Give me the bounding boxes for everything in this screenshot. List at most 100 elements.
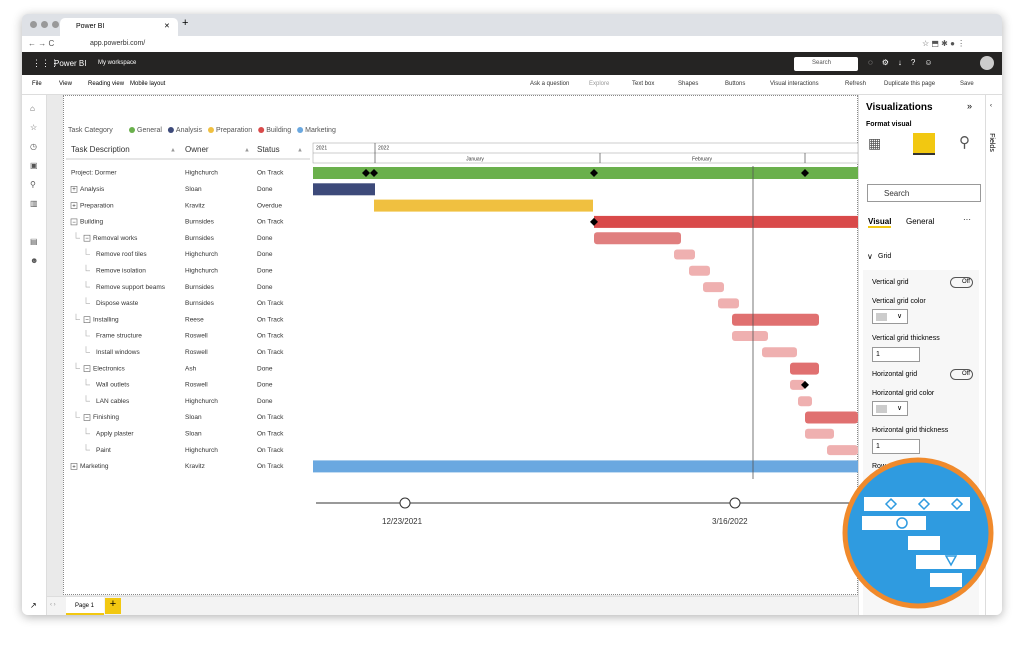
ribbon-item[interactable]: View [59, 81, 72, 87]
hgrid-color-picker[interactable]: ∨ [872, 401, 908, 416]
year-label: 2021 [316, 145, 327, 151]
expander[interactable] [70, 202, 78, 209]
status: Done [257, 251, 273, 258]
owner: Kravitz [185, 202, 205, 209]
ribbon-item[interactable]: Shapes [678, 81, 699, 87]
expand[interactable]: ↗ [30, 601, 37, 610]
legend-label: Preparation [216, 127, 252, 134]
more[interactable]: ··· [963, 215, 971, 224]
status: On Track [257, 170, 284, 177]
milestone [590, 217, 598, 226]
section-chevron[interactable]: ∨ [867, 252, 873, 261]
ribbon-item[interactable]: Explore [589, 81, 610, 87]
gantt-bar [805, 428, 834, 439]
left-nav: ⌂ ☆ ◷ ▣ ⚲ ▥ ▤ ☻ ↗ [22, 95, 47, 615]
task-description: Preparation [80, 202, 114, 209]
ribbon-item[interactable]: Refresh [845, 81, 867, 87]
task-description: Marketing [80, 463, 109, 470]
owner: Sloan [185, 186, 202, 193]
section-title[interactable]: Grid [878, 253, 892, 260]
hgrid-thick-input[interactable]: 1 [872, 439, 920, 454]
milestone [362, 169, 370, 177]
window-controls[interactable] [30, 21, 37, 28]
status: Overdue [257, 202, 282, 209]
slider-label: 3/16/2022 [712, 517, 748, 526]
sort-icon: ▲ [297, 148, 303, 154]
column-header: Status [257, 145, 280, 154]
expander[interactable] [70, 218, 78, 226]
analytics-icon[interactable]: ⚲ [959, 134, 970, 151]
workspace[interactable]: My workspace [98, 60, 137, 66]
fields-label[interactable]: Fields [987, 133, 995, 152]
add-page[interactable]: + [105, 598, 121, 614]
nav-icons[interactable]: ⌂ ☆ ◷ ▣ ⚲ ▥ ▤ ☻ [30, 104, 39, 265]
vgrid-toggle[interactable]: Off [950, 277, 973, 288]
tree-line [85, 281, 90, 288]
expander[interactable] [83, 365, 91, 372]
status: On Track [257, 300, 284, 307]
expander[interactable] [70, 463, 78, 470]
expander-sign: − [85, 415, 89, 421]
tree-line [75, 411, 80, 418]
tab-visual[interactable]: Visual [868, 217, 892, 228]
vgrid-color-picker[interactable]: ∨ [872, 309, 908, 324]
hgrid-toggle[interactable]: Off [950, 369, 973, 380]
page-scroll[interactable]: ‹ › [50, 602, 56, 608]
tab[interactable]: Power BI ✕ [60, 18, 178, 36]
gantt-bar [703, 282, 724, 293]
ribbon: File View Reading view Mobile layout Ask a q… [22, 75, 1002, 95]
app-launcher[interactable]: ⋮⋮⋮ [32, 58, 59, 68]
expander[interactable] [83, 414, 91, 421]
url[interactable]: app.powerbi.com/ [90, 40, 146, 47]
nav-buttons[interactable]: ← → C [28, 39, 55, 48]
tree-line [85, 427, 90, 435]
collapse[interactable]: » [967, 101, 973, 111]
slider-handle[interactable] [399, 497, 411, 509]
legend-label: Analysis [176, 127, 203, 134]
ribbon-item[interactable]: File [32, 81, 42, 87]
pane-search[interactable]: Search [867, 184, 981, 202]
page-tab[interactable]: Page 1 [66, 597, 104, 615]
owner: Highchurch [185, 170, 218, 177]
owner: Highchurch [185, 398, 218, 405]
tab-close[interactable]: ✕ [164, 23, 170, 30]
ribbon-item[interactable]: Ask a question [530, 81, 570, 87]
expander-sign: − [72, 220, 76, 226]
expander[interactable] [83, 316, 91, 324]
ribbon-item[interactable]: Reading view [88, 81, 125, 87]
owner: Burnsides [185, 219, 215, 226]
build-icon[interactable]: ▦ [868, 135, 882, 151]
slider-handle[interactable] [729, 497, 741, 509]
expander-sign: + [72, 203, 76, 209]
ribbon-item[interactable]: Buttons [725, 81, 746, 87]
search-box[interactable]: Search [794, 57, 858, 71]
status: On Track [257, 349, 284, 356]
ribbon-item[interactable]: Text box [632, 81, 655, 87]
hgrid-thick-value: 1 [876, 443, 880, 450]
expander[interactable] [83, 234, 91, 242]
fields-chevron[interactable]: ‹ [990, 103, 992, 109]
tree-line [85, 264, 90, 272]
new-tab[interactable]: + [182, 17, 189, 29]
ribbon-item[interactable]: Save [960, 81, 974, 87]
gantt-bar [313, 183, 375, 196]
app-icons[interactable]: ◌⚙↓?☺ [868, 58, 942, 67]
browser-icons[interactable]: ☆ ⬒ ✱ ● ⋮ [922, 39, 966, 48]
ribbon-item[interactable]: Duplicate this page [884, 81, 936, 87]
tree-line [75, 232, 80, 239]
address-bar: ← → C app.powerbi.com/ ☆ ⬒ ✱ ● ⋮ [22, 36, 1002, 52]
format-icon[interactable] [913, 133, 935, 155]
app-bar: ⋮⋮⋮ Power BI My workspace Search ◌⚙↓?☺ [22, 52, 1002, 75]
app-name[interactable]: Power BI [54, 59, 87, 68]
vgrid-thick-input[interactable]: 1 [872, 347, 920, 362]
ribbon-item[interactable]: Mobile layout [130, 81, 166, 87]
tree-line [75, 313, 80, 320]
ribbon-item[interactable]: Visual interactions [770, 81, 819, 87]
tab-general[interactable]: General [906, 217, 935, 226]
slider-label: 12/23/2021 [382, 517, 423, 526]
expander[interactable] [70, 186, 78, 193]
gantt-bar [762, 347, 797, 358]
avatar[interactable] [980, 56, 994, 70]
legend-label: General [137, 127, 162, 134]
task-description: Install windows [96, 349, 140, 356]
